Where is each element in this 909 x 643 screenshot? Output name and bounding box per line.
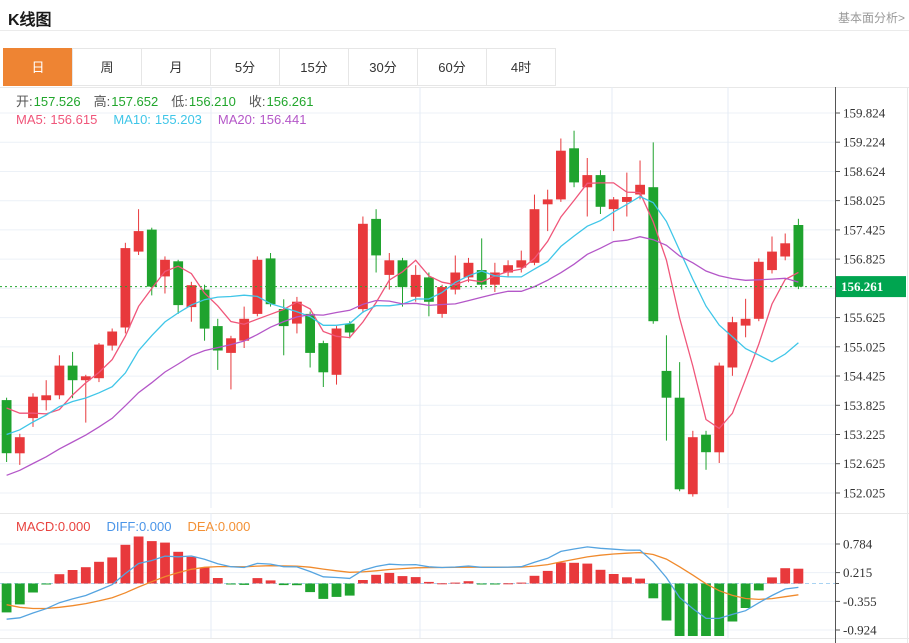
macd-histogram: [1, 536, 804, 636]
svg-text:0.215: 0.215: [843, 565, 872, 580]
diff-line: [6, 546, 799, 620]
tab-30min[interactable]: 30分: [348, 48, 418, 86]
svg-text:156.261: 156.261: [841, 279, 883, 294]
tab-60min[interactable]: 60分: [417, 48, 487, 86]
svg-text:-0.924: -0.924: [843, 623, 877, 638]
period-tabs: 日 周 月 5分 15分 30分 60分 4时: [3, 48, 556, 86]
svg-text:156.825: 156.825: [843, 252, 885, 267]
svg-text:159.224: 159.224: [843, 135, 886, 150]
header-divider: [0, 30, 909, 31]
svg-text:153.825: 153.825: [843, 398, 885, 413]
tab-5min[interactable]: 5分: [210, 48, 280, 86]
macd-y-axis: 0.784 0.215 -0.355 -0.924: [835, 513, 877, 643]
tab-month[interactable]: 月: [141, 48, 211, 86]
macd-chart[interactable]: 0.784 0.215 -0.355 -0.924: [0, 513, 909, 643]
svg-text:153.225: 153.225: [843, 427, 885, 442]
svg-text:154.425: 154.425: [843, 369, 885, 384]
svg-text:158.624: 158.624: [843, 164, 886, 179]
page-title: K线图: [8, 12, 52, 29]
svg-text:157.425: 157.425: [843, 222, 885, 237]
fundamental-analysis-link[interactable]: 基本面分析>: [837, 11, 905, 25]
svg-text:0.784: 0.784: [843, 537, 873, 552]
current-price-badge: 156.261: [836, 276, 906, 298]
tab-week[interactable]: 周: [72, 48, 142, 86]
main-gridlines: [0, 87, 909, 513]
ma20-line: [6, 236, 799, 476]
ma-lines-layer: [6, 182, 799, 476]
tab-15min[interactable]: 15分: [279, 48, 349, 86]
main-y-axis: 159.824 159.224 158.624 158.025 157.425 156.8…: [835, 87, 886, 513]
svg-text:158.025: 158.025: [843, 193, 885, 208]
svg-text:159.824: 159.824: [843, 106, 886, 121]
svg-text:152.025: 152.025: [843, 486, 885, 501]
candles-layer: [1, 130, 804, 497]
tab-4hour[interactable]: 4时: [486, 48, 556, 86]
macd-lines: [6, 546, 799, 620]
ma5-line: [6, 182, 799, 430]
svg-text:155.025: 155.025: [843, 339, 885, 354]
svg-text:152.625: 152.625: [843, 456, 885, 471]
svg-text:155.625: 155.625: [843, 310, 885, 325]
main-candlestick-chart[interactable]: 159.824 159.224 158.624 158.025 157.425 156.8…: [0, 87, 909, 513]
svg-text:-0.355: -0.355: [843, 594, 877, 609]
dea-line: [6, 551, 799, 610]
tab-day[interactable]: 日: [3, 48, 73, 86]
